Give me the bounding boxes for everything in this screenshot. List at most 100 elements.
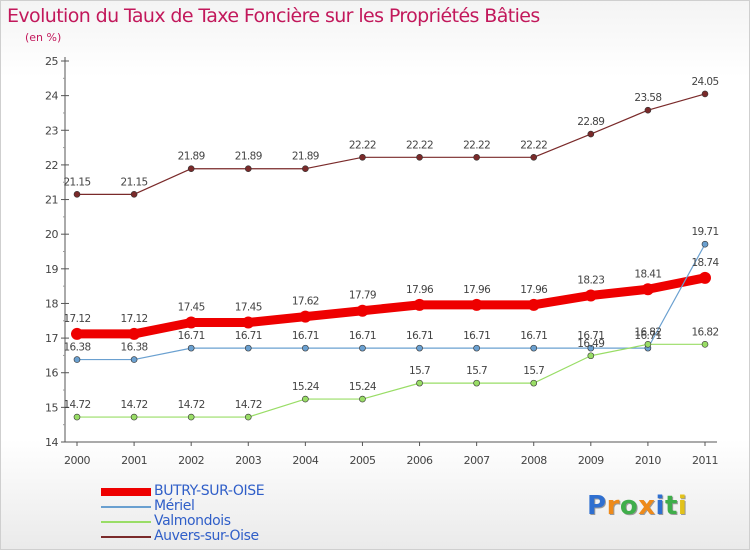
data-point <box>302 344 309 352</box>
data-point <box>530 153 538 161</box>
series-line <box>77 93 706 195</box>
legend-item: Mériel <box>101 499 264 514</box>
y-tick-label: 17 <box>45 332 58 345</box>
data-point <box>473 344 480 352</box>
data-point <box>244 413 252 421</box>
data-label: 16.71 <box>463 330 490 342</box>
logo-letter: i <box>655 491 665 521</box>
data-point <box>470 298 483 311</box>
data-point <box>527 298 540 311</box>
data-point <box>701 341 709 348</box>
data-point <box>584 289 597 302</box>
x-tick-label: 2000 <box>64 454 90 467</box>
y-tick-label: 16 <box>45 367 58 380</box>
data-point <box>187 413 195 421</box>
data-point <box>701 90 709 98</box>
data-point <box>244 344 252 352</box>
legend-label: BUTRY-SUR-OISE <box>154 483 265 499</box>
logo-letter: x <box>638 491 656 521</box>
data-point <box>187 165 195 173</box>
data-label: 23.58 <box>634 92 661 104</box>
data-point <box>641 283 654 296</box>
y-tick-label: 19 <box>45 263 58 276</box>
y-tick-label: 14 <box>45 436 58 449</box>
data-label: 17.45 <box>235 302 262 314</box>
logo-letter: P <box>587 491 607 521</box>
data-point <box>187 344 195 352</box>
data-point <box>359 395 366 403</box>
data-point <box>185 316 198 329</box>
data-label: 22.89 <box>577 116 604 128</box>
data-label: 18.23 <box>577 274 604 286</box>
data-label: 17.79 <box>349 290 376 302</box>
data-label: 15.7 <box>523 365 544 377</box>
data-point <box>416 379 423 387</box>
data-point <box>302 395 309 403</box>
data-label: 14.72 <box>178 399 205 411</box>
data-label: 15.7 <box>409 365 430 377</box>
legend-item: Auvers-sur-Oise <box>101 529 264 544</box>
chart-title: Evolution du Taux de Taxe Foncière sur l… <box>7 5 540 27</box>
data-label: 16.71 <box>577 330 604 342</box>
y-tick-label: 24 <box>45 90 58 103</box>
legend-item: Valmondois <box>101 514 264 529</box>
data-label: 16.71 <box>634 330 661 342</box>
data-label: 19.71 <box>691 226 718 238</box>
logo-letter: i <box>677 491 688 521</box>
x-tick-label: 2003 <box>235 454 261 467</box>
data-label: 16.49 <box>577 338 604 350</box>
data-label: 14.72 <box>121 399 148 411</box>
data-point <box>416 344 423 352</box>
series-lines <box>77 93 706 418</box>
y-tick-label: 15 <box>45 401 58 414</box>
data-point <box>644 341 652 348</box>
data-label: 17.62 <box>292 296 319 308</box>
data-point <box>699 271 711 284</box>
data-point <box>71 327 83 340</box>
data-label: 17.45 <box>178 302 205 314</box>
data-point <box>530 344 538 352</box>
chart-subtitle: (en %) <box>25 31 62 44</box>
data-label: 16.71 <box>406 330 433 342</box>
y-tick-label: 18 <box>45 297 58 310</box>
data-point <box>73 191 81 198</box>
y-tick-label: 20 <box>45 228 58 241</box>
y-tick-label: 25 <box>45 55 58 68</box>
x-tick-label: 2004 <box>292 454 318 467</box>
logo-letter: t <box>664 491 678 521</box>
x-tick-label: 2002 <box>178 454 204 467</box>
y-tick-label: 21 <box>45 194 58 207</box>
data-point <box>356 304 369 317</box>
data-label: 18.41 <box>634 268 661 280</box>
data-label: 21.89 <box>178 151 205 163</box>
data-label: 21.89 <box>235 151 262 163</box>
x-tick-label: 2011 <box>692 454 718 467</box>
data-point <box>128 327 141 340</box>
data-label: 16.71 <box>235 330 262 342</box>
logo-letter: r <box>606 491 620 521</box>
data-label: 15.7 <box>466 365 487 377</box>
legend-label: Mériel <box>154 498 195 514</box>
data-point <box>530 379 538 387</box>
data-label: 16.71 <box>349 330 376 342</box>
data-point <box>587 352 595 360</box>
data-point <box>473 379 480 387</box>
data-label: 17.96 <box>520 284 548 296</box>
data-point <box>130 356 138 363</box>
data-label: 16.71 <box>520 330 547 342</box>
data-label: 16.71 <box>178 330 205 342</box>
data-point <box>587 130 595 138</box>
data-point <box>130 413 138 421</box>
y-tick-label: 22 <box>45 159 58 172</box>
data-label: 21.15 <box>63 176 90 188</box>
legend-item: BUTRY-SUR-OISE <box>101 483 265 499</box>
data-label: 15.24 <box>349 381 377 393</box>
data-label: 17.96 <box>406 284 434 296</box>
data-point <box>73 356 81 363</box>
legend-swatch <box>101 487 151 496</box>
data-label: 14.72 <box>235 399 262 411</box>
data-point <box>244 165 252 173</box>
data-label: 17.12 <box>121 313 148 325</box>
data-label: 22.22 <box>406 139 433 151</box>
